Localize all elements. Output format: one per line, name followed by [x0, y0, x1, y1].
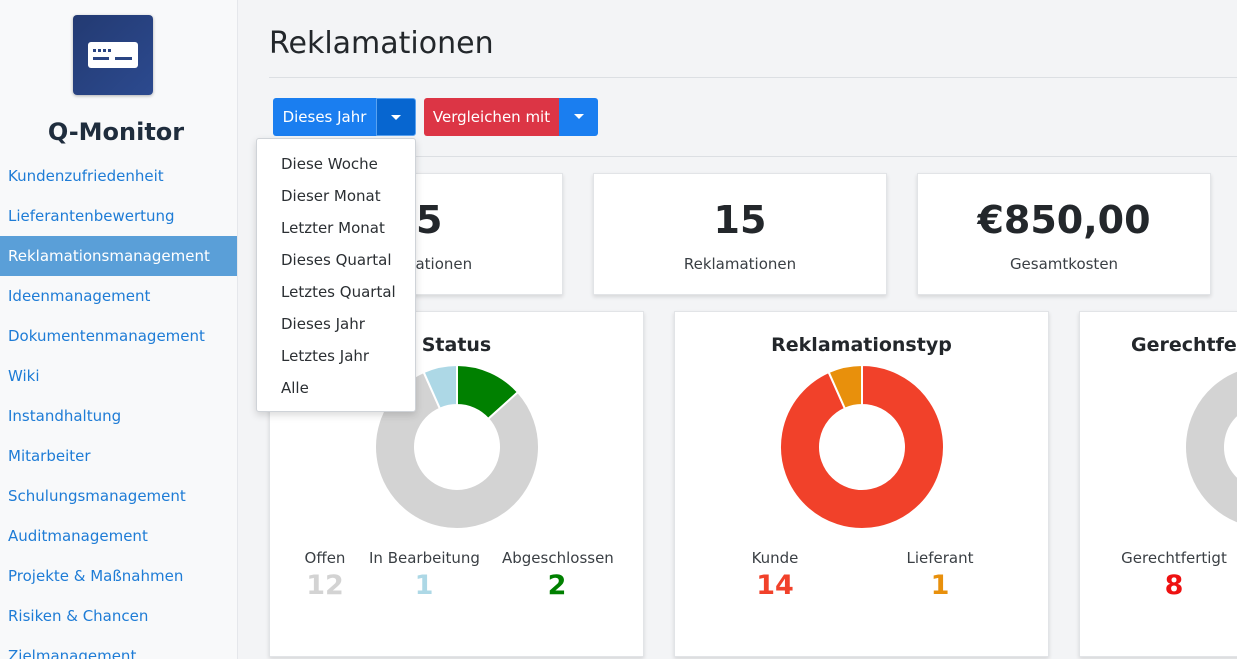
legend-label-in-bearbeitung: In Bearbeitung: [369, 549, 480, 567]
compare-button[interactable]: Vergleichen mit: [424, 98, 559, 136]
sidebar-item-schulungsmanagement[interactable]: Schulungsmanagement: [8, 487, 186, 505]
legend-label-lieferant: Lieferant: [906, 549, 974, 567]
sidebar-item-lieferantenbewertung[interactable]: Lieferantenbewertung: [8, 207, 175, 225]
dropdown-item-dieses-jahr[interactable]: Dieses Jahr: [281, 315, 365, 333]
dropdown-item-diese-woche[interactable]: Diese Woche: [281, 155, 378, 173]
title-divider: [269, 77, 1237, 78]
legend-value-lieferant: 1: [930, 570, 950, 601]
sidebar-item-dokumentenmanagement[interactable]: Dokumentenmanagement: [8, 327, 205, 345]
kpi-value: €850,00: [977, 198, 1151, 242]
sidebar-item-reklamationsmanagement[interactable]: Reklamationsmanagement: [0, 236, 237, 276]
sidebar-item-projekte-massnahmen[interactable]: Projekte & Maßnahmen: [8, 567, 184, 585]
chart-title: Reklamationstyp: [771, 334, 952, 356]
caret-down-icon: [573, 113, 584, 119]
sidebar-nav: Kundenzufriedenheit Lieferantenbewertung…: [0, 156, 237, 659]
legend-value-gerechtfertigt: 8: [1164, 570, 1184, 601]
kpi-card-complaints: 15 Reklamationen: [593, 173, 887, 295]
dropdown-item-letztes-jahr[interactable]: Letztes Jahr: [281, 347, 370, 365]
dropdown-item-dieses-quartal[interactable]: Dieses Quartal: [281, 251, 392, 269]
reklamationstyp-donut-chart: [779, 363, 945, 530]
dropdown-item-dieser-monat[interactable]: Dieser Monat: [281, 187, 381, 205]
sidebar: Q-Monitor Kundenzufriedenheit Lieferante…: [0, 0, 238, 659]
legend-value-abgeschlossen: 2: [547, 570, 567, 601]
gerechtfertigt-donut-chart: [1184, 365, 1237, 527]
period-dropdown-toggle[interactable]: [376, 98, 416, 136]
donut-slice-in-bearbeitung[interactable]: [422, 363, 458, 410]
legend-value-kunde: 14: [756, 570, 794, 601]
compare-dropdown-toggle[interactable]: [559, 98, 598, 136]
period-button[interactable]: Dieses Jahr: [273, 98, 376, 136]
sidebar-item-zielmanagement[interactable]: Zielmanagement: [8, 647, 137, 659]
app-name: Q-Monitor: [47, 118, 185, 146]
dropdown-item-letztes-quartal[interactable]: Letztes Quartal: [281, 283, 396, 301]
legend-label-offen: Offen: [304, 549, 346, 567]
legend-value-in-bearbeitung: 1: [414, 570, 434, 601]
sidebar-item-kundenzufriedenheit[interactable]: Kundenzufriedenheit: [8, 167, 164, 185]
donut-slice-rest[interactable]: [1184, 365, 1237, 527]
kpi-value: 15: [713, 198, 767, 242]
chart-card-status: Status Offen 12 In Bearbeitung 1 Abgesch…: [269, 311, 644, 657]
sidebar-item-instandhaltung[interactable]: Instandhaltung: [8, 407, 122, 425]
sidebar-item-auditmanagement[interactable]: Auditmanagement: [8, 527, 148, 545]
kpi-label: Gesamtkosten: [1009, 255, 1119, 273]
sidebar-item-ideenmanagement[interactable]: Ideenmanagement: [8, 287, 151, 305]
page-title: Reklamationen: [269, 26, 494, 61]
legend-label-abgeschlossen: Abgeschlossen: [502, 549, 614, 567]
chart-title: Status: [421, 334, 492, 356]
caret-down-icon: [391, 114, 401, 120]
sidebar-item-mitarbeiter[interactable]: Mitarbeiter: [8, 447, 91, 465]
status-donut-chart: [374, 363, 540, 530]
kpi-label: Reklamationen: [683, 255, 797, 273]
toolbar-divider: [269, 156, 1237, 157]
chart-card-gerechtfertigt: Gerechtfertigt Gerechtfertigt 8: [1079, 311, 1237, 657]
legend-label-kunde: Kunde: [751, 549, 799, 567]
donut-slice-lieferant[interactable]: [827, 363, 863, 410]
dropdown-item-letzter-monat[interactable]: Letzter Monat: [281, 219, 385, 237]
chart-card-reklamationstyp: Reklamationstyp Kunde 14 Lieferant 1: [674, 311, 1049, 657]
app-logo[interactable]: [73, 15, 153, 95]
kpi-card-total-costs: €850,00 Gesamtkosten: [917, 173, 1211, 295]
sidebar-item-wiki[interactable]: Wiki: [8, 367, 40, 385]
chart-title: Gerechtfertigt: [1131, 334, 1237, 356]
legend-label-gerechtfertigt: Gerechtfertigt: [1121, 549, 1227, 567]
sidebar-item-risiken-chancen[interactable]: Risiken & Chancen: [8, 607, 149, 625]
id-card-icon: [88, 42, 138, 68]
period-dropdown-menu: Diese Woche Dieser Monat Letzter Monat D…: [256, 138, 416, 412]
donut-slice-kunde[interactable]: [779, 363, 945, 530]
dropdown-item-alle[interactable]: Alle: [281, 379, 309, 397]
legend-value-offen: 12: [306, 570, 344, 601]
